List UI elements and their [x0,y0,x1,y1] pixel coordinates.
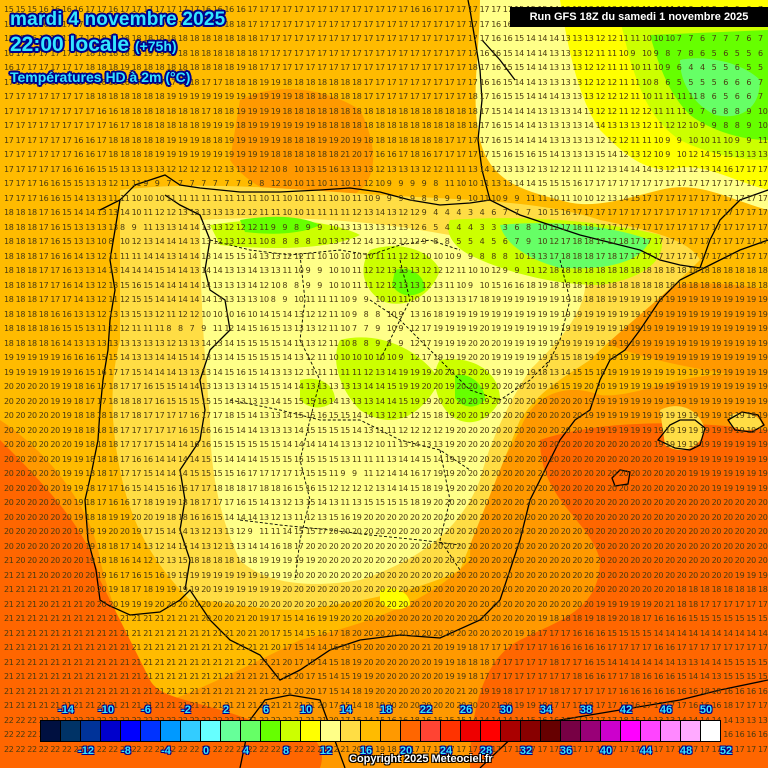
legend-bottom-label: 0 [203,745,209,757]
model-run-banner: Run GFS 18Z du samedi 1 novembre 2025 [510,7,768,27]
legend-color-cell [581,721,601,741]
legend-bottom-label: -8 [121,745,131,757]
legend-color-cell [321,721,341,741]
legend-color-cell [521,721,541,741]
legend-top-label: 38 [580,704,592,716]
legend-bottom-label: 40 [600,745,612,757]
legend-color-cell [61,721,81,741]
legend-color-cell [421,721,441,741]
legend-color-cell [601,721,621,741]
legend-color-cell [561,721,581,741]
legend-top-label: 22 [420,704,432,716]
legend-color-cell [341,721,361,741]
legend-color-cell [641,721,661,741]
legend-bottom-label: 4 [243,745,249,757]
legend-top-label: 50 [700,704,712,716]
legend-top-label: 26 [460,704,472,716]
legend-color-cell [121,721,141,741]
legend-top-label: 10 [300,704,312,716]
legend-color-cell [81,721,101,741]
legend-top-label: 18 [380,704,392,716]
legend-top-label: 14 [340,704,352,716]
legend-color-cell [201,721,221,741]
legend-top-label: 42 [620,704,632,716]
legend-color-cell [101,721,121,741]
legend-bottom-label: 24 [440,745,452,757]
forecast-time-value: 22:00 locale [10,33,129,56]
legend-bottom-label: 36 [560,745,572,757]
legend-color-cell [501,721,521,741]
legend-color-cell [461,721,481,741]
legend-top-label: 46 [660,704,672,716]
legend-bottom-label: 48 [680,745,692,757]
legend-color-cell [401,721,421,741]
legend-color-cell [241,721,261,741]
legend-bottom-label: 12 [320,745,332,757]
legend-bottom-label: 8 [283,745,289,757]
coastlines [84,0,768,768]
legend-top-label: 34 [540,704,552,716]
legend-color-cell [381,721,401,741]
legend-bottom-label: 28 [480,745,492,757]
forecast-time: 22:00 locale (+75h) [10,33,177,57]
regional-borders [209,239,571,581]
legend-bottom-label: 44 [640,745,652,757]
legend-color-cell [481,721,501,741]
forecast-date: mardi 4 novembre 2025 [10,9,225,31]
lead-time: (+75h) [135,38,177,54]
legend-top-label: 2 [223,704,229,716]
legend-bottom-label: -12 [78,745,94,757]
legend-color-cell [681,721,701,741]
legend-color-cell [181,721,201,741]
legend-color-cell [161,721,181,741]
legend-top-label: 30 [500,704,512,716]
legend-top-label: -6 [141,704,151,716]
legend-color-cell [441,721,461,741]
legend-color-cell [41,721,61,741]
legend-bottom-label: 16 [360,745,372,757]
legend-color-cell [221,721,241,741]
legend-bottom-label: 20 [400,745,412,757]
product-title: Températures HD à 2m (°C) [10,69,190,85]
color-scale-legend [40,720,721,742]
legend-bottom-label: 52 [720,745,732,757]
legend-color-cell [301,721,321,741]
legend-color-cell [661,721,681,741]
legend-bottom-label: 32 [520,745,532,757]
legend-color-cell [541,721,561,741]
legend-color-cell [261,721,281,741]
legend-bottom-label: -4 [161,745,171,757]
legend-top-label: -2 [181,704,191,716]
legend-color-cell [361,721,381,741]
legend-top-label: -14 [58,704,74,716]
legend-color-cell [281,721,301,741]
copyright-text: Copyright 2025 Meteociel.fr [349,753,493,765]
legend-color-cell [141,721,161,741]
legend-top-label: -10 [98,704,114,716]
legend-top-label: 6 [263,704,269,716]
legend-color-cell [701,721,720,741]
legend-color-cell [621,721,641,741]
